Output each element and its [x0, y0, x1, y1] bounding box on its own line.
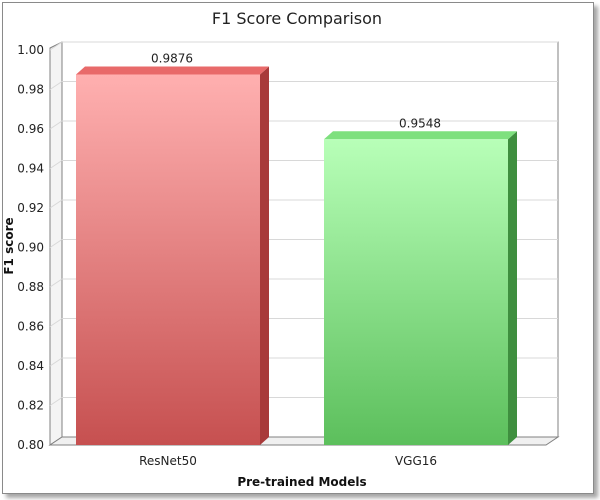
- gridline-side: [49, 160, 63, 169]
- y-axis-label: F1 score: [2, 217, 16, 274]
- bars: 0.9876 0.9548: [76, 51, 517, 446]
- y-tick-label: 0.86: [17, 320, 44, 334]
- gridline-side: [49, 120, 63, 130]
- bar-vgg16: [324, 131, 517, 445]
- gridline-side: [49, 278, 63, 288]
- y-tick-label: 0.92: [17, 201, 44, 215]
- gridline-side: [49, 41, 63, 51]
- y-tick-label: 0.90: [17, 241, 44, 255]
- gridline-side: [49, 81, 63, 90]
- bar-top: [76, 66, 269, 75]
- bar-side: [508, 131, 517, 445]
- x-axis-label: Pre-trained Models: [237, 475, 366, 489]
- y-tick-label: 0.94: [17, 162, 44, 176]
- y-tick-label: 0.96: [17, 122, 44, 136]
- y-axis-ticks: 0.80 0.82 0.84 0.86 0.88 0.90 0.92 0.94 0.96 0.98…: [17, 43, 44, 452]
- bar-front: [76, 74, 260, 446]
- y-tick-label: 0.88: [17, 280, 44, 294]
- x-tick-label: VGG16: [395, 454, 437, 468]
- bar-top: [324, 131, 517, 140]
- y-tick-label: 0.80: [17, 438, 44, 452]
- y-tick-label: 0.82: [17, 399, 44, 413]
- x-axis-ticks: ResNet50 VGG16: [139, 454, 437, 468]
- y-tick-label: 0.98: [17, 83, 44, 97]
- gridline-side: [49, 199, 63, 209]
- chart-title: F1 Score Comparison: [212, 9, 382, 28]
- gridline-side: [49, 318, 63, 327]
- data-label: 0.9548: [399, 116, 441, 130]
- bar-side: [260, 66, 269, 446]
- x-tick-label: ResNet50: [139, 454, 197, 468]
- gridline-side: [49, 239, 63, 248]
- y-tick-label: 0.84: [17, 359, 44, 373]
- bar-front: [324, 139, 508, 445]
- gridline-side: [49, 397, 63, 406]
- gridline-side: [49, 357, 63, 367]
- bar-resnet50: [76, 66, 269, 446]
- y-tick-label: 1.00: [17, 43, 44, 57]
- data-label: 0.9876: [151, 51, 193, 65]
